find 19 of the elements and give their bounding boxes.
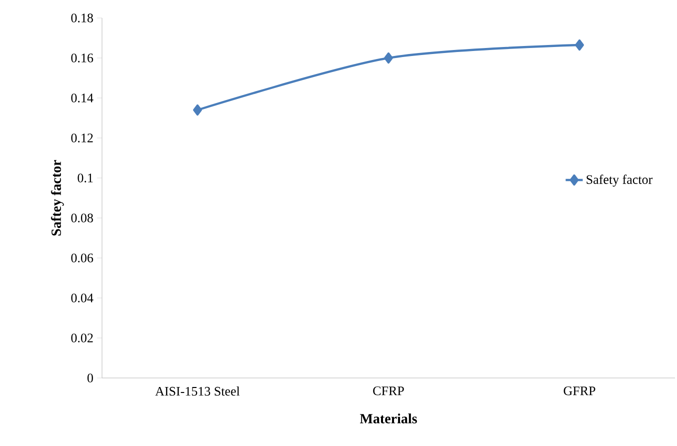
y-tick-label: 0.08	[71, 214, 93, 222]
x-axis-title: Materials	[360, 414, 417, 424]
y-tick-label: 0.04	[71, 294, 94, 302]
point	[193, 104, 202, 116]
y-tick-label: 0.18	[71, 14, 93, 22]
legend-label: Safety factor	[586, 174, 652, 187]
y-tick-label: 0.14	[71, 94, 94, 102]
y-axis-title: Saftey factor	[50, 160, 64, 236]
y-tick-label: 0.02	[71, 334, 93, 342]
y-tick-label: 0.16	[71, 54, 94, 62]
point	[575, 39, 584, 51]
y-tick-label: 0	[87, 374, 93, 382]
y-tick-label: 0.12	[71, 134, 93, 142]
x-tick-label: AISI-1513 Steel	[155, 386, 240, 396]
y-tick-label: 0.06	[71, 254, 94, 262]
point	[384, 52, 393, 64]
x-tick-label: CFRP	[373, 386, 404, 396]
x-tick-label: GFRP	[564, 386, 596, 396]
y-tick-label: 0.1	[78, 174, 93, 182]
